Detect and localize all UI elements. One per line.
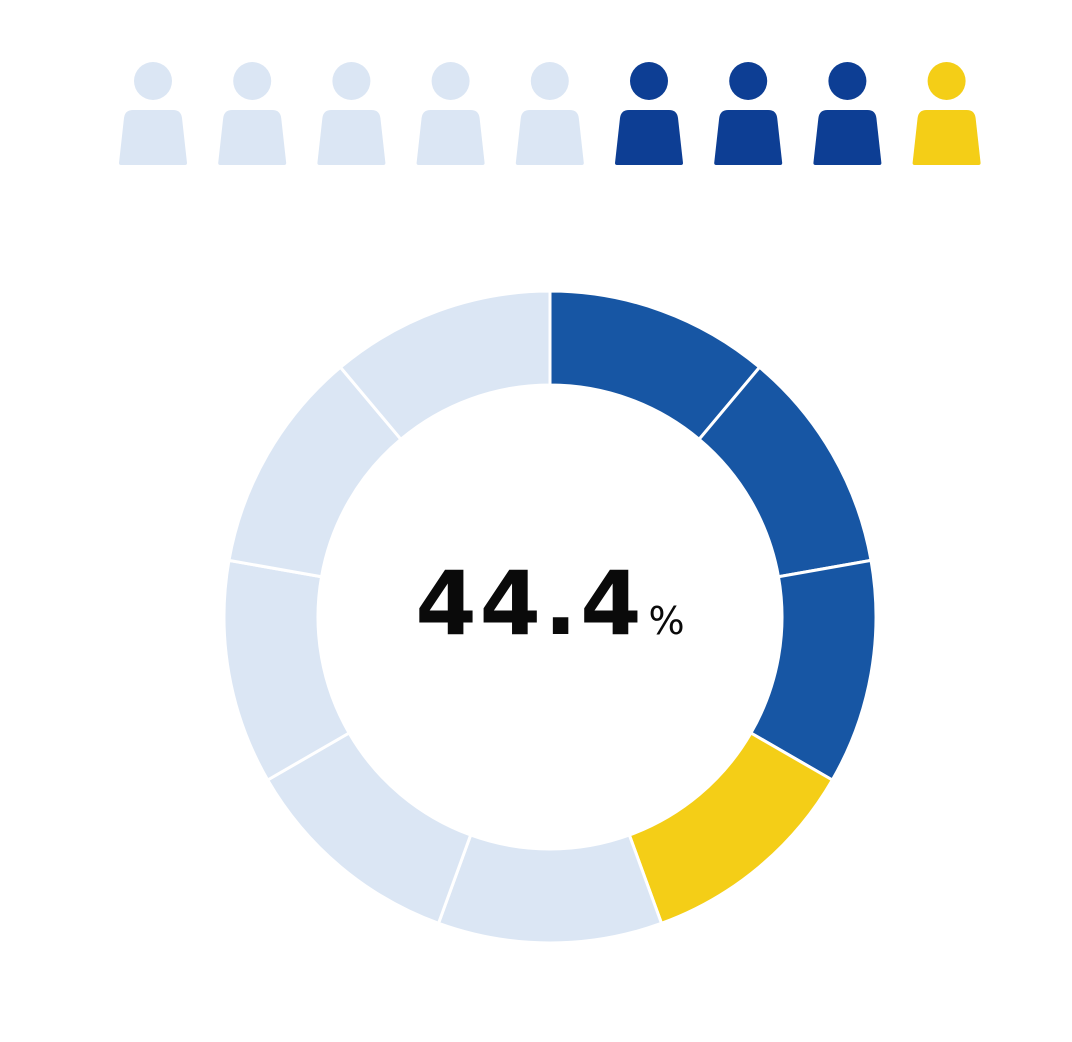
person-icon xyxy=(813,62,882,165)
center-percentage-label: 44.4 % xyxy=(350,560,750,680)
donut-segment xyxy=(436,833,664,945)
person-icon xyxy=(218,62,287,165)
percentage-value: 44.4 xyxy=(415,552,645,655)
donut-segment xyxy=(627,730,835,926)
person-icon xyxy=(317,62,386,165)
person-icon xyxy=(615,62,683,165)
person-icon xyxy=(714,62,783,165)
person-icon xyxy=(515,62,584,165)
person-icon xyxy=(416,62,485,165)
person-icon xyxy=(119,62,187,165)
people-pictogram-row xyxy=(119,62,981,165)
percentage-unit: % xyxy=(648,599,685,643)
donut-segment xyxy=(338,289,552,442)
person-icon xyxy=(912,62,981,165)
